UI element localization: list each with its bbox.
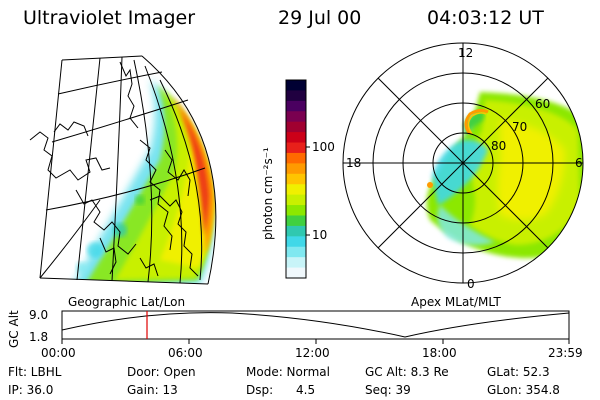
colorbar-segment <box>286 173 306 185</box>
geo-caption: Geographic Lat/Lon <box>68 295 186 309</box>
polar-grid <box>342 42 584 284</box>
mlat-label-60: 60 <box>535 97 551 111</box>
coastlines <box>29 61 199 277</box>
colorbar-segment <box>286 163 306 175</box>
colorbar-frame <box>285 79 307 279</box>
mlt-label-6: 6 <box>575 156 583 170</box>
date-label: 29 Jul 00 <box>278 7 362 29</box>
colorbar-segment <box>286 90 306 102</box>
polar-panel <box>342 42 584 284</box>
status-dsp: Dsp: 4.5 <box>246 383 316 397</box>
status-glat: GLat: 52.3 <box>487 365 550 379</box>
colorbar-unit-label: photon cm⁻²s⁻¹ <box>261 147 275 240</box>
mlat-label-70: 70 <box>512 120 528 134</box>
cusp-arc <box>464 108 489 135</box>
colorbar-segment <box>286 100 306 112</box>
status-gc-alt: GC Alt: 8.3 Re <box>365 365 449 379</box>
mlt-label-0: 0 <box>467 277 475 291</box>
colorbar-segment <box>286 142 306 154</box>
status-door: Door: Open <box>127 365 196 379</box>
mlt-label-18: 18 <box>346 156 362 170</box>
colorbar-segment <box>286 267 306 279</box>
time-tick-2359: 23:59 <box>548 346 583 360</box>
auroral-emission-geo <box>70 80 215 284</box>
time-tick-0000: 00:00 <box>41 346 76 360</box>
status-flt: Flt: LBHL <box>8 365 62 379</box>
status-seq: Seq: 39 <box>365 383 411 397</box>
altitude-plot <box>61 310 570 344</box>
colorbar-segment <box>286 111 306 123</box>
colorbar-segment <box>286 132 306 144</box>
altitude-axis-label: GC Alt <box>7 310 21 348</box>
status-gain: Gain: 13 <box>127 383 178 397</box>
colorbar-segment <box>286 225 306 237</box>
colorbar-segment <box>286 246 306 258</box>
auroral-emission-polar <box>426 92 583 259</box>
altitude-frame <box>61 310 570 340</box>
colorbar-segment <box>286 152 306 164</box>
status-mode: Mode: Normal <box>246 365 330 379</box>
time-tick-1800: 18:00 <box>422 346 457 360</box>
time-label: 04:03:12 UT <box>427 7 544 29</box>
instrument-title: Ultraviolet Imager <box>23 7 196 29</box>
colorbar-segment <box>286 215 306 227</box>
colorbar-segment <box>286 205 306 217</box>
apex-caption: Apex MLat/MLT <box>411 295 501 309</box>
status-ip: IP: 36.0 <box>8 383 54 397</box>
colorbar-segment <box>286 194 306 206</box>
cusp-arc-inner <box>467 112 487 135</box>
status-glon: GLon: 354.8 <box>487 383 560 397</box>
colorbar-segment <box>286 184 306 196</box>
altitude-ytick-1-8: 1.8 <box>29 330 49 344</box>
colorbar <box>285 79 310 279</box>
time-tick-1200: 12:00 <box>295 346 330 360</box>
mlt-label-12: 12 <box>458 46 474 60</box>
colorbar-segment <box>286 257 306 269</box>
geo-grid <box>39 55 217 285</box>
colorbar-label-10: 10 <box>312 228 328 242</box>
polar-speck <box>427 182 433 188</box>
colorbar-segment <box>286 121 306 133</box>
colorbar-gradient <box>286 80 306 279</box>
colorbar-segment <box>286 80 306 92</box>
time-tick-0600: 06:00 <box>168 346 203 360</box>
colorbar-label-100: 100 <box>312 140 335 154</box>
geographic-panel <box>29 55 217 285</box>
altitude-ytick-9: 9.0 <box>29 308 49 322</box>
colorbar-segment <box>286 236 306 248</box>
mlat-label-80: 80 <box>491 139 507 153</box>
